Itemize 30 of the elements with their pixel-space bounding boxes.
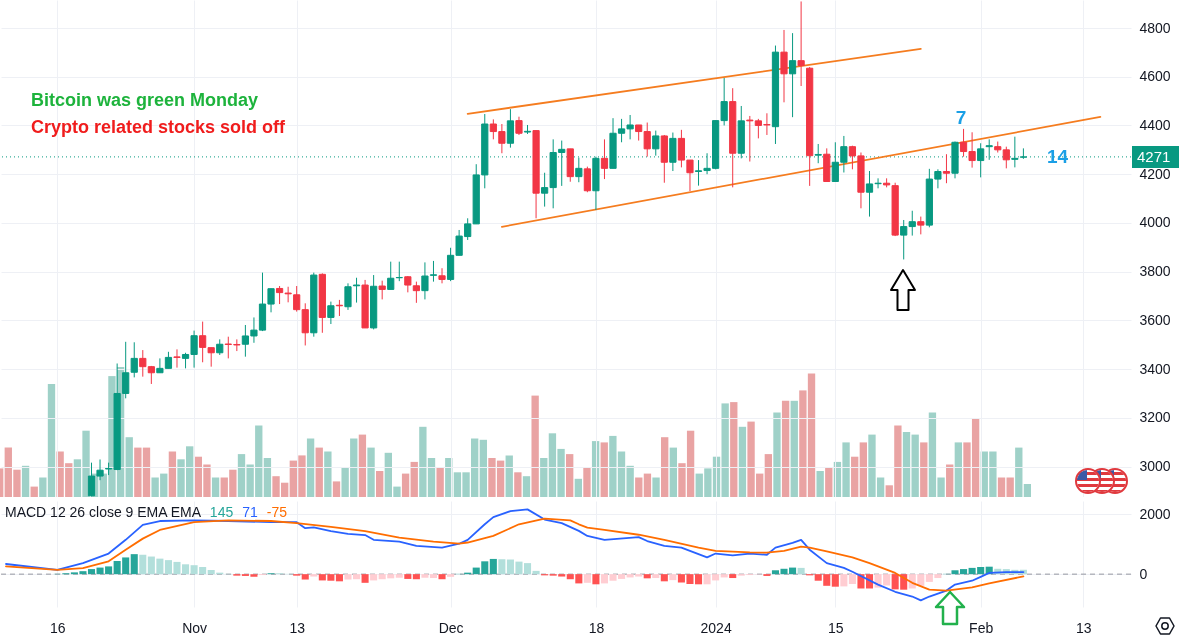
y-tick-label: 3600 [1139, 311, 1171, 328]
y-tick-label: 4200 [1139, 165, 1171, 182]
x-tick-label: Feb [969, 619, 994, 636]
x-tick-label: Nov [182, 619, 208, 636]
annotation: 145 [209, 504, 234, 520]
x-tick-label: Dec [438, 619, 464, 636]
x-tick-label: 13 [1075, 619, 1092, 636]
y-tick-label: 0 [1139, 565, 1148, 582]
annotation: 14 [1047, 145, 1069, 167]
y-tick-label: 4800 [1139, 19, 1171, 36]
y-tick-label: 4600 [1139, 68, 1171, 85]
annotation: -75 [266, 504, 288, 520]
annotation: 7 [955, 107, 967, 128]
chart-title: MACD 12 26 close 9 EMA EMA [5, 504, 202, 520]
y-tick-label: 3400 [1139, 360, 1171, 377]
x-tick-label: 16 [50, 619, 66, 636]
y-tick-label: 3000 [1139, 458, 1171, 475]
x-tick-label: 13 [289, 619, 306, 636]
x-tick-label: 18 [588, 619, 605, 636]
y-tick-label: 4000 [1139, 214, 1171, 231]
y-tick-label: 3800 [1139, 263, 1171, 280]
y-tick-label: 2000 [1139, 505, 1171, 522]
annotation: Crypto related stocks sold off [31, 117, 287, 137]
annotation: Bitcoin was green Monday [31, 90, 259, 110]
ref-line-label: 4271 [1137, 147, 1171, 165]
y-tick-label: 4400 [1139, 116, 1171, 133]
x-tick-label: 15 [828, 619, 844, 636]
x-tick-label: 2024 [700, 619, 732, 636]
annotation: 71 [242, 504, 258, 520]
y-tick-label: 3200 [1139, 409, 1171, 426]
